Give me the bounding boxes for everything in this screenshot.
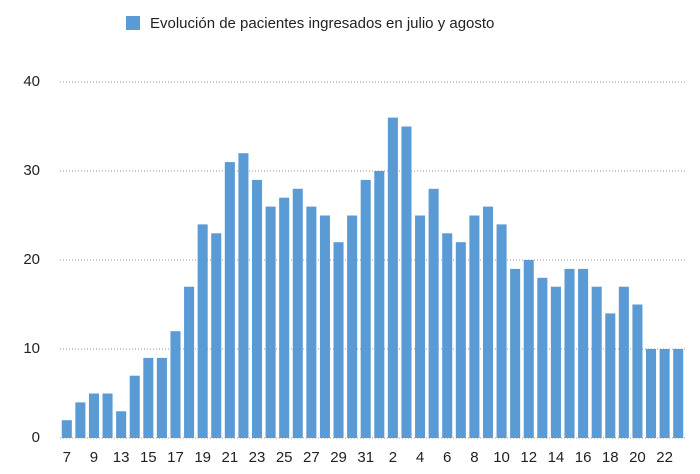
bar	[401, 126, 412, 438]
bar	[251, 179, 263, 438]
x-tick-label: 14	[548, 449, 565, 466]
bar	[88, 393, 99, 438]
bar	[374, 171, 385, 438]
bar	[550, 286, 561, 438]
bar	[387, 117, 398, 438]
bar	[360, 179, 371, 438]
x-tick-label: 23	[249, 449, 266, 466]
bar	[523, 260, 534, 438]
bar	[482, 206, 494, 438]
bar	[170, 331, 181, 438]
x-tick-label: 10	[493, 449, 510, 466]
y-tick-label: 30	[23, 162, 40, 179]
x-tick-label: 27	[303, 449, 320, 466]
bar	[75, 402, 86, 438]
bar	[184, 286, 195, 438]
x-tick-label: 25	[276, 449, 293, 466]
legend-label: Evolución de pacientes ingresados en jul…	[150, 15, 494, 32]
bar	[578, 268, 589, 438]
y-tick-label: 40	[23, 73, 40, 90]
bar	[347, 215, 358, 438]
bar	[156, 357, 167, 438]
x-tick-label: 16	[575, 449, 592, 466]
bar	[197, 224, 208, 438]
bar	[618, 286, 629, 438]
bar	[61, 420, 72, 438]
x-tick-label: 15	[140, 449, 157, 466]
x-tick-label: 20	[629, 449, 646, 466]
x-tick-label: 29	[330, 449, 347, 466]
x-tick-label: 9	[90, 449, 98, 466]
bar	[632, 304, 643, 438]
bar	[279, 197, 290, 438]
x-tick-label: 2	[389, 449, 397, 466]
x-tick-label: 17	[167, 449, 184, 466]
bar	[292, 188, 303, 438]
bar	[469, 215, 480, 438]
y-tick-label: 0	[32, 429, 40, 446]
bar	[659, 349, 670, 438]
bar	[591, 286, 602, 438]
bar	[510, 268, 521, 438]
x-tick-label: 19	[194, 449, 211, 466]
bar	[455, 242, 466, 438]
bar	[605, 313, 616, 438]
bar	[428, 188, 439, 438]
x-tick-label: 7	[63, 449, 71, 466]
x-tick-label: 31	[357, 449, 374, 466]
bar	[143, 357, 154, 438]
bar	[238, 153, 249, 438]
y-tick-label: 20	[23, 251, 40, 268]
bar	[265, 206, 276, 438]
legend-swatch	[126, 16, 140, 30]
bar	[319, 215, 330, 438]
x-tick-label: 6	[443, 449, 451, 466]
x-tick-label: 21	[221, 449, 238, 466]
bar	[129, 375, 140, 438]
x-tick-label: 13	[113, 449, 130, 466]
bar	[415, 215, 426, 438]
bar	[333, 242, 344, 438]
bar	[564, 268, 575, 438]
x-tick-label: 12	[520, 449, 537, 466]
bar	[496, 224, 507, 438]
bar	[646, 349, 657, 438]
bar	[224, 162, 235, 438]
bar	[102, 393, 113, 438]
y-tick-label: 10	[23, 340, 40, 357]
bar	[116, 411, 127, 438]
bar	[673, 349, 684, 438]
x-tick-label: 18	[602, 449, 619, 466]
bar	[211, 233, 222, 438]
x-tick-label: 4	[416, 449, 424, 466]
x-tick-label: 8	[470, 449, 478, 466]
x-tick-label: 22	[656, 449, 673, 466]
bar	[537, 277, 548, 438]
bar	[442, 233, 453, 438]
bar	[306, 206, 317, 438]
